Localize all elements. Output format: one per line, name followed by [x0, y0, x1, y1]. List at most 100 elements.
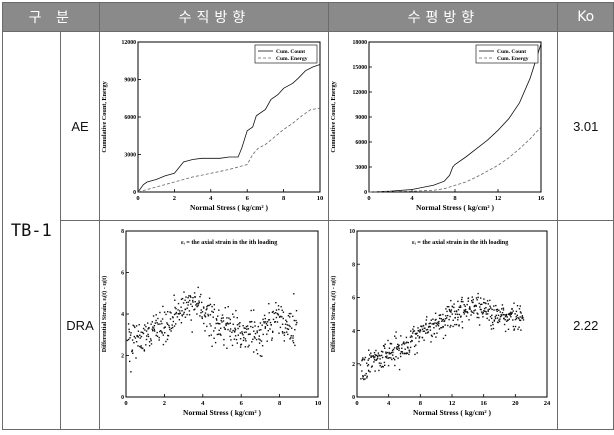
scatter-point — [275, 312, 277, 314]
scatter-point — [505, 315, 507, 318]
scatter-point — [392, 354, 394, 356]
scatter-point — [272, 331, 274, 333]
scatter-point — [458, 309, 460, 311]
scatter-point — [420, 330, 422, 332]
y-tick-label: 0 — [122, 395, 125, 401]
plot-frame — [137, 41, 321, 193]
scatter-point — [138, 330, 140, 332]
scatter-point — [130, 334, 132, 336]
scatter-point — [489, 305, 492, 307]
scatter-point — [394, 347, 396, 349]
scatter-point — [503, 314, 505, 316]
scatter-point — [136, 341, 138, 343]
y-axis-label: Cumulative Count, Energy — [101, 80, 108, 152]
chart-dra-horizontal-cell: 0 4 8 12 16 20 24 0 2 4 6 8 10 Normal Stress ( kg/cm²… — [328, 220, 559, 430]
scatter-point — [512, 312, 514, 314]
scatter-point — [248, 333, 251, 335]
scatter-point — [518, 326, 521, 328]
scatter-point — [464, 309, 467, 312]
scatter-point — [517, 316, 520, 319]
scatter-point — [250, 325, 252, 328]
scatter-point — [271, 339, 273, 341]
scatter-point — [418, 340, 421, 343]
scatter-point — [147, 333, 150, 336]
scatter-point — [294, 344, 297, 347]
scatter-point — [163, 343, 165, 346]
scatter-point — [364, 378, 367, 380]
scatter-point — [227, 322, 229, 324]
scatter-point — [280, 326, 282, 329]
scatter-point — [220, 319, 223, 322]
scatter-point — [504, 323, 506, 326]
scatter-point — [362, 357, 364, 359]
scatter-point — [448, 306, 450, 308]
scatter-point — [183, 313, 185, 315]
scatter-point — [515, 325, 517, 328]
scatter-point — [261, 340, 263, 342]
scatter-point — [409, 349, 411, 352]
scatter-point — [159, 323, 162, 325]
scatter-point — [520, 329, 523, 331]
scatter-point — [481, 311, 483, 313]
scatter-point — [273, 312, 276, 315]
legend-label: Cum. Count — [276, 49, 305, 55]
scatter-point — [489, 308, 491, 310]
y-tick-label: 6000 — [125, 115, 137, 121]
scatter-point — [149, 341, 151, 343]
scatter-point — [255, 332, 257, 335]
scatter-point — [397, 348, 399, 350]
scatter-point — [133, 325, 136, 327]
scatter-point — [441, 318, 443, 320]
scatter-point — [167, 323, 169, 325]
scatter-point — [176, 311, 178, 314]
scatter-point — [280, 315, 282, 318]
scatter-point — [259, 339, 262, 341]
scatter-point — [173, 294, 176, 296]
scatter-point — [398, 349, 401, 351]
scatter-point — [410, 330, 412, 332]
scatter-point — [170, 312, 173, 314]
scatter-point — [167, 338, 169, 341]
scatter-point — [450, 299, 452, 302]
scatter-point — [159, 330, 161, 333]
y-tick-label: 9000 — [356, 115, 368, 121]
scatter-point — [177, 316, 179, 318]
scatter-point — [290, 337, 292, 339]
scatter-point — [497, 308, 499, 311]
scatter-point — [287, 333, 289, 336]
scatter-point — [226, 323, 229, 325]
scatter-point — [240, 332, 242, 334]
scatter-point — [382, 365, 384, 368]
scatter-point — [403, 341, 405, 343]
scatter-point — [273, 318, 275, 321]
scatter-point — [270, 324, 273, 326]
scatter-point — [460, 315, 463, 317]
scatter-point — [251, 320, 253, 323]
scatter-point — [516, 316, 518, 318]
scatter-point — [466, 315, 468, 317]
scatter-point — [275, 321, 277, 323]
scatter-point — [200, 312, 203, 314]
scatter-point — [483, 301, 485, 304]
scatter-point — [361, 370, 363, 372]
scatter-point — [280, 306, 283, 308]
scatter-point — [245, 340, 248, 342]
scatter-point — [476, 305, 478, 307]
header-horizontal: 수평방향 — [328, 2, 559, 32]
scatter-point — [511, 313, 513, 315]
scatter-point — [129, 331, 131, 333]
scatter-point — [443, 326, 445, 328]
scatter-point — [517, 305, 519, 307]
scatter-point — [242, 334, 245, 336]
x-tick-label: 8 — [278, 400, 282, 407]
legend-box — [255, 44, 318, 64]
scatter-point — [366, 362, 368, 364]
scatter-point — [168, 335, 170, 337]
scatter-point — [423, 339, 426, 341]
scatter-point — [506, 320, 508, 322]
scatter-point — [281, 316, 283, 318]
scatter-point — [132, 349, 134, 351]
scatter-point — [379, 358, 382, 360]
x-tick-label: 10 — [315, 400, 322, 407]
scatter-point — [411, 335, 413, 337]
